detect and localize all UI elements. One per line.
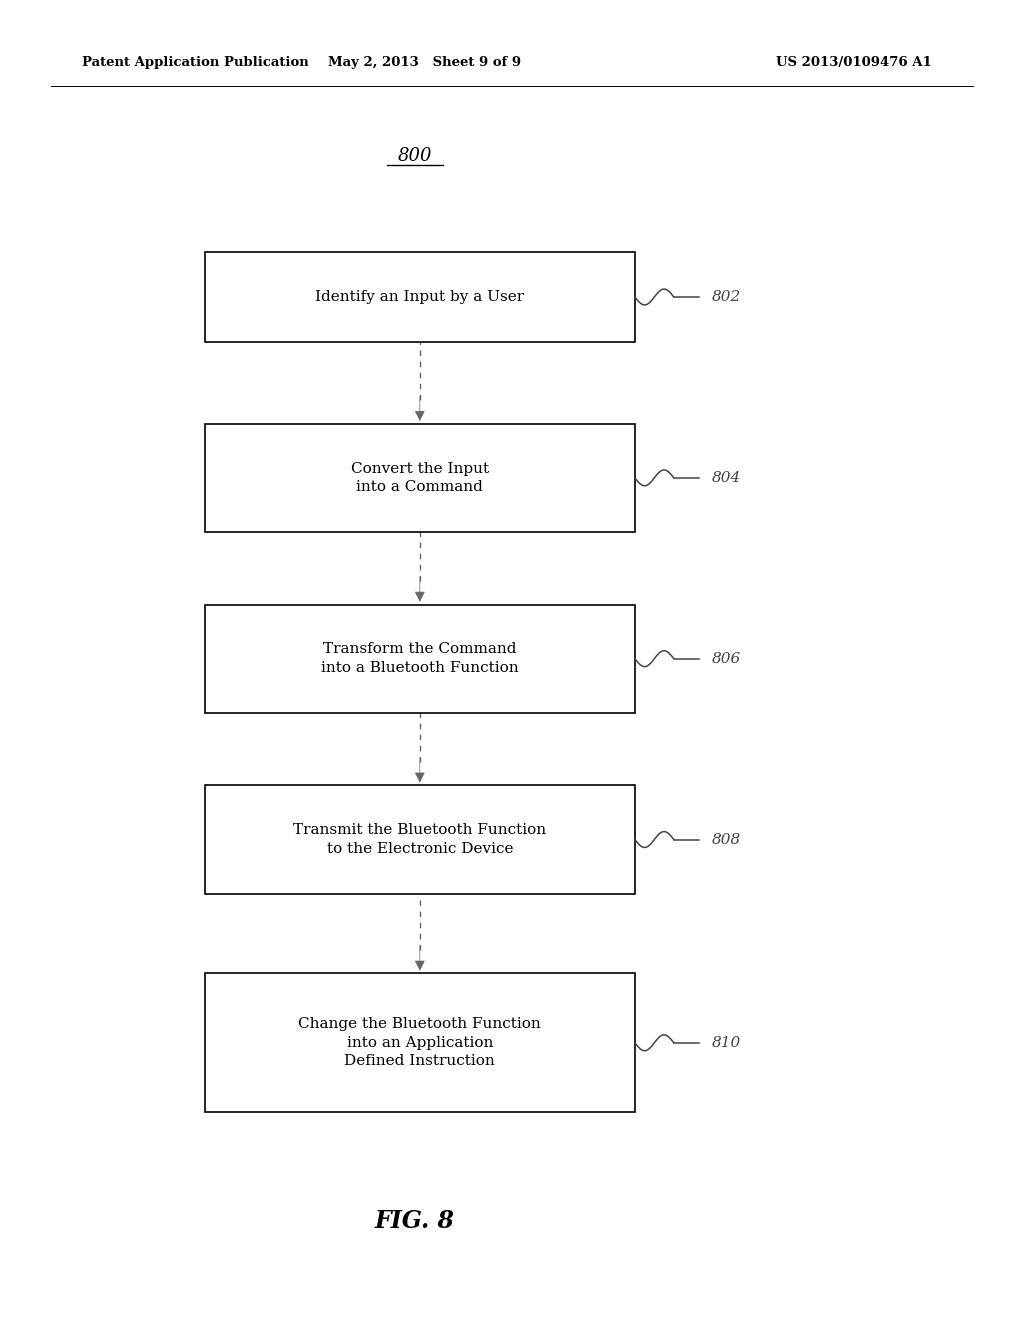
Text: Identify an Input by a User: Identify an Input by a User <box>315 290 524 304</box>
Bar <box>205 974 635 1111</box>
Bar <box>205 252 635 342</box>
Text: Change the Bluetooth Function
into an Application
Defined Instruction: Change the Bluetooth Function into an Ap… <box>298 1018 542 1068</box>
Text: 802: 802 <box>712 290 741 304</box>
Text: Transmit the Bluetooth Function
to the Electronic Device: Transmit the Bluetooth Function to the E… <box>293 824 547 855</box>
Bar <box>205 424 635 532</box>
Bar <box>205 605 635 713</box>
Text: May 2, 2013   Sheet 9 of 9: May 2, 2013 Sheet 9 of 9 <box>329 55 521 69</box>
Text: 800: 800 <box>397 147 432 165</box>
Text: US 2013/0109476 A1: US 2013/0109476 A1 <box>776 55 932 69</box>
Text: Transform the Command
into a Bluetooth Function: Transform the Command into a Bluetooth F… <box>322 643 518 675</box>
Text: 804: 804 <box>712 471 741 484</box>
Text: FIG. 8: FIG. 8 <box>375 1209 455 1233</box>
Text: 808: 808 <box>712 833 741 846</box>
Text: 810: 810 <box>712 1036 741 1049</box>
Bar <box>205 785 635 894</box>
Text: Patent Application Publication: Patent Application Publication <box>82 55 308 69</box>
Text: Convert the Input
into a Command: Convert the Input into a Command <box>351 462 488 494</box>
Text: 806: 806 <box>712 652 741 665</box>
